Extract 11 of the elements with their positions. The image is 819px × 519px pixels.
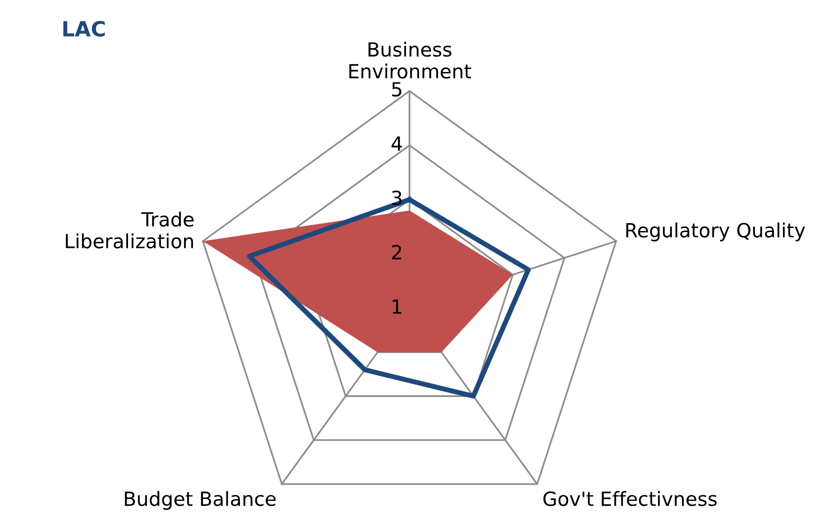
y-tick-label: 2 (392, 244, 402, 260)
spoke-label: Gov't Effectivness (543, 491, 717, 506)
spoke-label: Business Environment (349, 42, 472, 79)
y-tick-label: 3 (392, 190, 402, 206)
y-tick-label: 4 (392, 136, 402, 151)
y-tick-label: 1 (392, 299, 402, 314)
spoke-label: Budget Balance (124, 491, 276, 510)
spoke-label: Trade Liberalization (66, 212, 194, 248)
y-tick-label: 5 (392, 82, 402, 97)
spoke-label: Regulatory Quality (626, 222, 806, 242)
chart-title: LAC (63, 20, 105, 37)
